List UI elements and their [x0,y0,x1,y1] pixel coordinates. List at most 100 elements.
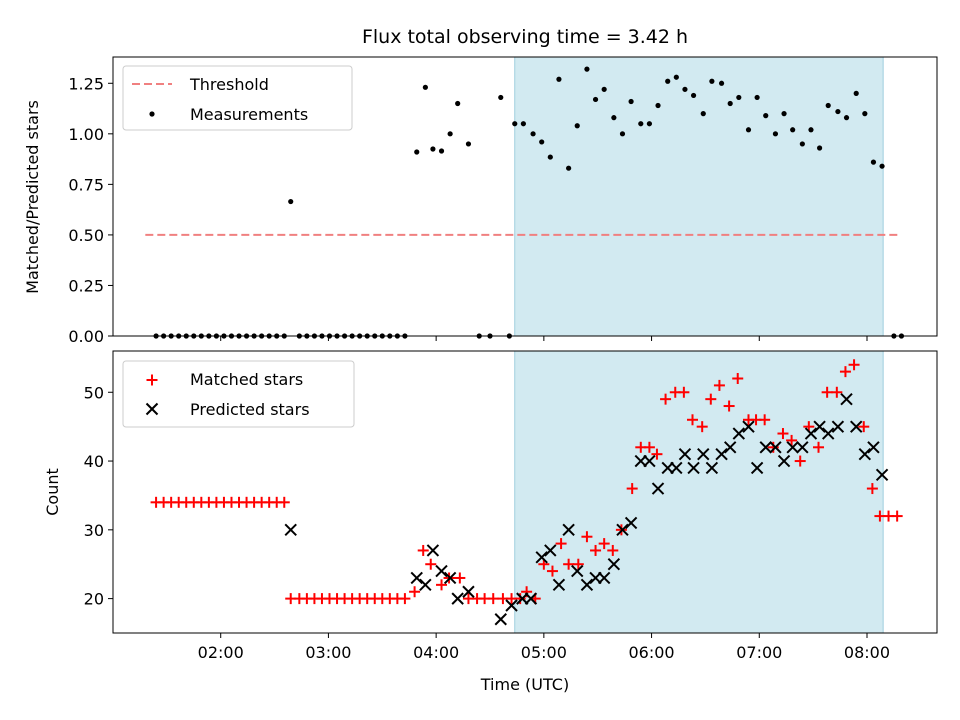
predicted-point [715,447,728,461]
measurement-point [790,127,796,133]
measurement-point [628,98,634,105]
predicted-point [670,461,683,475]
legend-measurements-label: Measurements [190,105,308,124]
predicted-point-b [451,592,464,605]
predicted-point-b [875,468,889,482]
matched-point [839,366,851,378]
measurement-point [709,78,715,84]
predicted-point [580,578,594,592]
measurement-point [665,78,671,84]
legend-predicted-swatch [145,402,159,416]
measurement-point [799,141,805,147]
predicted-point [616,523,629,537]
matched-point [891,510,903,522]
matched-point [858,421,870,433]
predicted-point-b [443,571,457,585]
predicted-point-b [705,461,719,475]
predicted-point-b [571,564,584,578]
top-y-axis-label: Matched/Predicted stars [23,100,42,294]
measurement-point [520,121,526,127]
top-y-tick-label: 0.75 [68,175,104,194]
predicted-point [786,441,799,454]
measurement-point [619,131,626,137]
predicted-point [426,544,440,557]
legend-predicted-marker-b [145,402,159,416]
stars-series [150,359,903,626]
predicted-point [505,599,518,612]
predicted-point [705,461,719,475]
bottom-legend-box [122,360,355,428]
measurement-point [700,111,706,117]
measurement-point [556,76,562,82]
matched-point [278,496,290,508]
measurement-point [781,111,787,117]
predicted-point [571,564,584,578]
predicted-point [524,592,538,605]
bottom-x-tick-label: 03:00 [305,643,351,662]
matched-point [487,593,499,605]
predicted-point-b [840,392,853,406]
predicted-point [875,468,889,482]
measurement-point [530,131,536,137]
predicted-point-b [580,578,594,592]
matched-point [581,531,593,543]
predicted-point-b [505,599,518,612]
predicted-point [822,427,835,440]
matched-point [723,400,735,412]
predicted-point-b [769,441,782,454]
bottom-x-tick-label: 06:00 [629,643,675,662]
bottom-x-tick-label: 08:00 [844,643,890,662]
matched-point [436,579,448,591]
top-legend-box [122,65,353,131]
matched-point [660,393,672,405]
matched-point [572,558,584,570]
predicted-point-b [858,447,872,461]
bottom-x-tick-label: 02:00 [198,643,244,662]
measurement-point [611,115,617,121]
predicted-point-b [750,461,764,475]
measurement-point [601,86,607,92]
bottom-panel-frame [112,350,938,634]
predicted-point-b [759,441,772,454]
matched-point [786,434,798,446]
bottom-y-axis-label: Count [43,468,62,516]
matched-point [767,441,779,453]
measurement-point [745,127,752,133]
predicted-point-b [867,441,880,454]
measurement-point [843,115,850,121]
measurement-point [547,154,553,160]
measurement-point [414,149,420,155]
predicted-point-b [284,523,297,537]
predicted-point-b [462,585,475,598]
matched-point [514,593,526,605]
predicted-point-b [419,578,432,592]
bottom-y-tick-label: 40 [84,452,104,471]
bottom-y-tick-label: 20 [84,590,104,609]
predicted-point-b [831,420,845,433]
predicted-point [867,441,880,454]
matched-point [399,593,411,605]
predicted-point [435,564,448,578]
predicted-point [419,578,432,592]
matched-point [831,386,843,398]
matched-point [563,558,575,570]
predicted-point [624,516,638,530]
measurement-point [539,139,545,145]
predicted-point [697,447,710,461]
measurement-point [655,102,661,109]
measurement-point [853,90,859,96]
measurement-point [754,94,760,101]
predicted-point [607,558,621,571]
bottom-y-tick-label: 50 [84,383,104,402]
predicted-point-b [678,447,692,461]
predicted-point-b [822,427,835,440]
matched-point [409,586,421,598]
bottom-y-axis: 20 30 40 50 [84,383,113,609]
chart-title: Flux total observing time = 3.42 h [362,26,688,48]
measurement-point [673,74,679,80]
predicted-point-b [562,523,575,537]
bottom-x-tick-label: 05:00 [521,643,567,662]
top-y-tick-label: 0.50 [68,226,104,245]
matched-point [848,359,860,371]
